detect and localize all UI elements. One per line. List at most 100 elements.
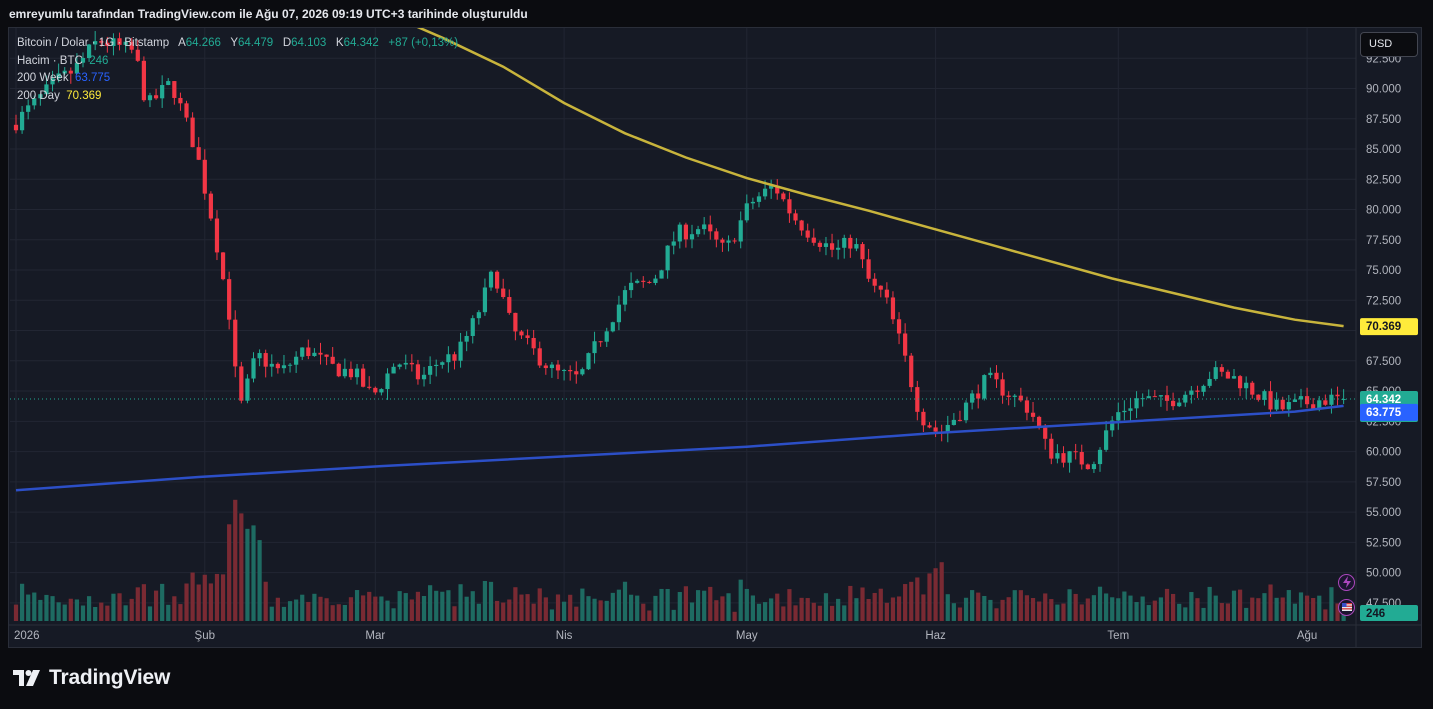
volume-bar xyxy=(519,594,524,621)
ma-week-price-tag: 63.775 xyxy=(1366,407,1402,419)
candle-body xyxy=(1091,464,1097,470)
candle-body xyxy=(988,372,993,376)
volume-bar xyxy=(817,605,822,621)
candle-body xyxy=(1244,382,1249,389)
volume-bar xyxy=(1128,595,1133,621)
volume-bar xyxy=(598,600,603,621)
candle xyxy=(269,354,274,621)
volume-label[interactable]: Hacim · BTC xyxy=(17,54,83,67)
candle xyxy=(111,33,116,621)
volume-bar xyxy=(939,562,944,621)
volume-bar xyxy=(1311,597,1316,621)
candle-body xyxy=(1231,376,1237,379)
volume-bar xyxy=(1067,589,1072,621)
volume-bar xyxy=(74,599,79,621)
candle-body xyxy=(1158,395,1164,397)
candle-body xyxy=(750,201,755,204)
volume-bar xyxy=(117,593,122,621)
candle xyxy=(1104,420,1109,621)
candle xyxy=(702,217,707,621)
candle-body xyxy=(184,103,189,118)
candle xyxy=(1079,444,1084,621)
volume-bar xyxy=(178,604,183,621)
volume-bar xyxy=(1280,597,1285,621)
candle-body xyxy=(403,362,408,365)
candle xyxy=(781,191,786,621)
candle xyxy=(689,224,695,621)
candle xyxy=(878,285,883,621)
volume-bar xyxy=(385,600,390,621)
symbol-label[interactable]: Bitcoin / Dolar · 1G · Bitstamp xyxy=(17,37,170,49)
y-axis-tick-label: 92.500 xyxy=(1366,53,1401,65)
ma-day-label[interactable]: 200 Day xyxy=(17,89,60,102)
candle xyxy=(330,347,335,621)
candle xyxy=(903,323,908,621)
volume-bar xyxy=(507,599,512,621)
volume-bar xyxy=(1219,603,1224,621)
y-axis-tick-label: 57.500 xyxy=(1366,477,1401,489)
candle xyxy=(74,53,79,621)
candle xyxy=(257,349,262,621)
candle-body xyxy=(32,98,37,106)
volume-bar xyxy=(616,589,622,621)
candle xyxy=(1134,391,1139,621)
x-axis-tick-label: Nis xyxy=(556,630,573,642)
candle-body xyxy=(659,270,664,279)
candle-body xyxy=(756,196,762,202)
candle xyxy=(1304,387,1310,621)
tradingview-brand[interactable]: TradingView xyxy=(11,666,170,690)
candle-body xyxy=(470,318,475,336)
candle-body xyxy=(354,368,360,378)
candle xyxy=(1335,386,1340,621)
candle xyxy=(19,106,25,621)
volume-bar xyxy=(397,591,402,621)
currency-selector[interactable]: USD xyxy=(1360,32,1418,57)
volume-bar xyxy=(963,597,969,621)
candle xyxy=(525,329,530,621)
candle-body xyxy=(1049,438,1054,459)
candle xyxy=(488,270,494,621)
volume-bar xyxy=(988,599,993,621)
candle xyxy=(708,215,713,621)
us-flag-icon[interactable] xyxy=(1338,599,1355,616)
volume-bar xyxy=(44,594,49,621)
volume-bar xyxy=(872,592,877,621)
volume-bar xyxy=(750,595,755,621)
volume-bar xyxy=(1164,588,1170,621)
y-axis-tick-label: 80.000 xyxy=(1366,205,1401,217)
candle xyxy=(963,400,969,621)
candle-body xyxy=(141,60,146,101)
candle-body xyxy=(951,419,956,425)
candle xyxy=(1006,391,1011,621)
volume-bar xyxy=(1292,603,1297,621)
candle-body xyxy=(598,341,603,343)
volume-bar xyxy=(80,605,86,621)
volume-bar xyxy=(50,596,55,621)
candle-body xyxy=(117,38,122,45)
open-label: A xyxy=(178,37,186,49)
x-axis-tick-label: Haz xyxy=(925,630,946,642)
candle-body xyxy=(1219,367,1224,372)
candle xyxy=(38,93,43,621)
candle-body xyxy=(80,57,86,63)
alert-flash-icon[interactable] xyxy=(1338,574,1355,591)
candle xyxy=(695,225,701,621)
x-axis-tick-label: May xyxy=(736,630,758,642)
volume-bar xyxy=(38,599,43,621)
candle-body xyxy=(1110,420,1115,431)
volume-bar xyxy=(1097,586,1103,621)
chart-frame[interactable] xyxy=(8,27,1422,648)
ma-week-label[interactable]: 200 Week xyxy=(17,72,69,84)
candle xyxy=(373,386,378,621)
candle-body xyxy=(196,147,201,160)
candle-body xyxy=(641,280,646,282)
candle xyxy=(434,359,439,621)
y-axis-tick-label: 72.500 xyxy=(1366,295,1401,307)
volume-bar xyxy=(281,606,287,621)
candle xyxy=(263,349,268,621)
candle-body xyxy=(251,358,256,379)
candle-body xyxy=(1274,399,1279,410)
ma-200-week-line xyxy=(15,404,1344,492)
candle-body xyxy=(909,355,914,388)
